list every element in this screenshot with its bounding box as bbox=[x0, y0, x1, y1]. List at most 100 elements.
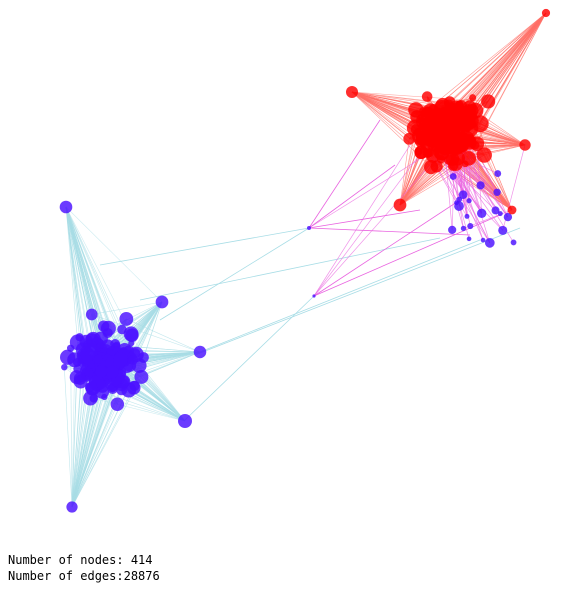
node bbox=[448, 157, 463, 171]
graph-stats: Number of nodes: 414 Number of edges:288… bbox=[8, 552, 160, 584]
node bbox=[424, 160, 439, 175]
node bbox=[445, 120, 453, 128]
node bbox=[440, 115, 448, 123]
edge bbox=[159, 227, 310, 321]
node bbox=[498, 225, 508, 235]
node bbox=[406, 119, 424, 137]
node bbox=[429, 137, 438, 145]
node bbox=[77, 374, 86, 383]
node bbox=[503, 212, 513, 222]
node bbox=[125, 328, 139, 343]
node-count-text: Number of nodes: 414 bbox=[8, 553, 153, 567]
node bbox=[66, 501, 78, 513]
node bbox=[128, 354, 139, 365]
node bbox=[507, 205, 517, 215]
node bbox=[519, 139, 531, 151]
edge bbox=[91, 314, 201, 353]
node bbox=[454, 201, 464, 211]
node bbox=[494, 170, 502, 177]
edge bbox=[134, 301, 163, 354]
node bbox=[115, 383, 128, 396]
edge bbox=[428, 153, 513, 211]
node bbox=[393, 198, 407, 212]
cluster-b-nodes bbox=[59, 170, 517, 513]
edge bbox=[91, 301, 163, 315]
network-graph bbox=[59, 8, 551, 513]
node bbox=[155, 295, 169, 309]
node bbox=[493, 188, 501, 196]
edge bbox=[125, 362, 186, 422]
edge bbox=[71, 367, 89, 508]
node bbox=[466, 236, 472, 242]
node bbox=[471, 115, 489, 133]
node bbox=[66, 344, 75, 352]
edge bbox=[71, 381, 81, 508]
node bbox=[445, 136, 463, 154]
node bbox=[448, 225, 457, 234]
node bbox=[59, 200, 73, 214]
edge bbox=[487, 12, 547, 102]
node bbox=[460, 225, 467, 232]
node bbox=[89, 394, 98, 403]
edge bbox=[313, 199, 461, 297]
node bbox=[83, 339, 97, 353]
edge bbox=[121, 301, 163, 390]
edge bbox=[65, 206, 163, 303]
edge bbox=[399, 138, 410, 206]
edge bbox=[308, 119, 381, 229]
edge bbox=[65, 206, 102, 349]
node bbox=[497, 211, 503, 217]
node bbox=[476, 147, 492, 163]
node bbox=[101, 393, 108, 401]
node bbox=[464, 213, 470, 219]
node bbox=[178, 414, 192, 428]
node bbox=[105, 365, 119, 379]
edge bbox=[308, 227, 471, 236]
edge bbox=[194, 227, 521, 356]
cluster-a-nodes bbox=[345, 8, 551, 215]
edge bbox=[313, 151, 442, 297]
node bbox=[307, 226, 311, 230]
edge bbox=[351, 91, 417, 130]
node bbox=[484, 237, 495, 248]
edge-count-text: Number of edges:28876 bbox=[8, 569, 160, 583]
node bbox=[345, 85, 359, 99]
node bbox=[95, 365, 108, 378]
node bbox=[447, 103, 463, 119]
node bbox=[449, 173, 457, 180]
edge bbox=[436, 12, 547, 116]
node bbox=[481, 94, 496, 109]
edge bbox=[199, 239, 481, 353]
node bbox=[541, 8, 551, 18]
node bbox=[82, 354, 93, 365]
node bbox=[110, 397, 125, 411]
node bbox=[510, 239, 517, 246]
edge bbox=[99, 227, 310, 266]
node bbox=[467, 223, 474, 230]
edge bbox=[64, 367, 73, 508]
edge bbox=[308, 164, 396, 229]
node bbox=[129, 380, 140, 391]
edge bbox=[184, 295, 315, 421]
node bbox=[466, 198, 472, 204]
node bbox=[111, 342, 121, 352]
node bbox=[480, 237, 486, 243]
node bbox=[312, 294, 316, 298]
edge bbox=[65, 206, 124, 363]
node bbox=[96, 379, 106, 390]
edge bbox=[143, 301, 163, 358]
node bbox=[421, 91, 433, 102]
node bbox=[84, 368, 94, 377]
node bbox=[111, 376, 122, 387]
edge bbox=[427, 12, 547, 110]
node bbox=[428, 104, 438, 114]
node bbox=[457, 112, 474, 129]
node bbox=[102, 328, 113, 339]
node bbox=[113, 352, 128, 367]
edge bbox=[71, 381, 103, 508]
node bbox=[491, 206, 500, 215]
node bbox=[67, 352, 83, 368]
node bbox=[469, 94, 477, 102]
node bbox=[85, 308, 98, 321]
node bbox=[456, 196, 463, 203]
